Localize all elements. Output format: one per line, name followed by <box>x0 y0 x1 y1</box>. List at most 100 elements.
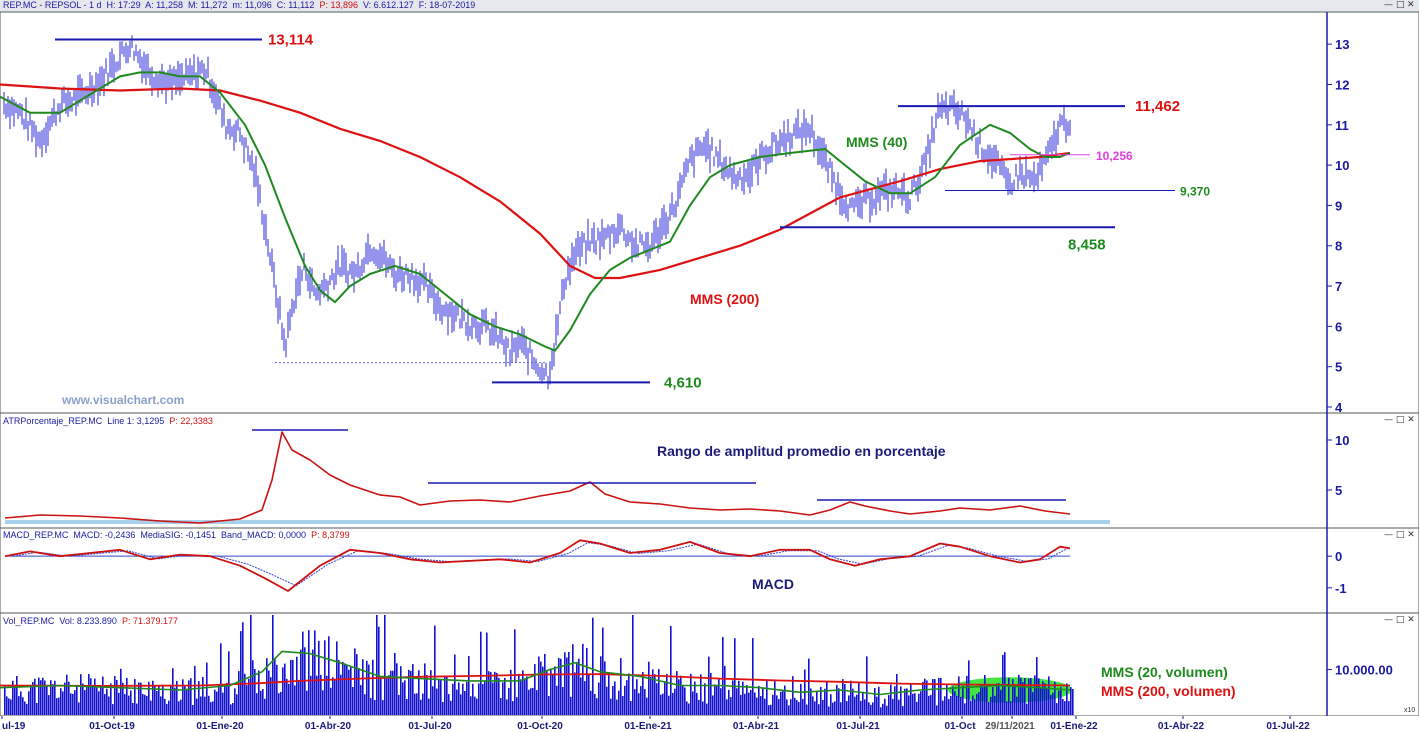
level-label: 10,256 <box>1096 149 1133 163</box>
macd-chart[interactable]: 0 -1 MACD <box>0 528 1419 613</box>
volume-bar <box>1012 679 1014 715</box>
volume-bar <box>552 674 554 715</box>
volume-bar <box>712 695 714 715</box>
volume-bar <box>990 696 992 715</box>
volume-bar <box>90 678 92 715</box>
volume-bar <box>136 703 138 715</box>
volume-bar <box>944 696 946 715</box>
close-button[interactable]: ✕ <box>1407 0 1415 10</box>
volume-bar <box>560 658 562 715</box>
volume-bar <box>346 665 348 715</box>
volume-bar <box>858 682 860 715</box>
volume-bar <box>48 695 50 715</box>
volume-bar <box>646 697 648 715</box>
volume-bar <box>102 676 104 715</box>
volume-bar <box>154 685 156 715</box>
volume-bar <box>238 671 240 715</box>
volume-bar <box>366 660 368 715</box>
volume-bar <box>244 673 246 715</box>
volume-bar <box>80 674 82 715</box>
volume-bar <box>276 664 278 715</box>
volume-bar <box>40 680 42 715</box>
volume-bar <box>684 687 686 715</box>
volume-bar <box>116 680 118 715</box>
volume-bar <box>326 675 328 715</box>
volume-bar <box>172 668 174 715</box>
volume-bar <box>564 652 566 715</box>
volume-bar <box>192 705 194 715</box>
sma40-line <box>0 71 1071 352</box>
volume-bar <box>412 664 414 715</box>
volume-bar <box>886 705 888 715</box>
volume-bar <box>98 691 100 715</box>
minimize-button[interactable]: — <box>1384 0 1393 10</box>
atr-window-buttons[interactable]: — □ ✕ <box>1384 415 1415 425</box>
volume-bar <box>596 698 598 715</box>
volume-bar <box>694 681 696 715</box>
volume-bar <box>508 688 510 715</box>
volume-bar <box>390 670 392 715</box>
volume-bar <box>254 669 256 715</box>
volume-bar <box>498 678 500 715</box>
volume-bar <box>618 690 620 715</box>
volume-bar <box>450 700 452 715</box>
volume-bar <box>464 691 466 715</box>
volume-bar <box>726 699 728 715</box>
volume-bar <box>500 698 502 715</box>
macd-y-tick-label: 0 <box>1335 549 1342 564</box>
level-label: 9,370 <box>1180 185 1210 199</box>
volume-bar <box>84 690 86 715</box>
macd-label: MACD <box>752 576 794 592</box>
macd-window-buttons[interactable]: — □ ✕ <box>1384 530 1415 540</box>
x-tick-label: 01-Oct-20 <box>517 721 563 732</box>
x-tick-label: 01-Ene-22 <box>1050 721 1098 732</box>
volume-bar <box>746 685 748 715</box>
volume-bar <box>592 617 594 715</box>
panel-frame <box>0 413 1419 528</box>
volume-bar <box>18 696 20 715</box>
volume-bar <box>126 677 128 715</box>
volume-bar <box>394 653 396 715</box>
volume-bar <box>980 684 982 715</box>
volume-bar <box>866 656 868 715</box>
volume-bar <box>306 690 308 715</box>
level-label: 11,462 <box>1135 98 1180 115</box>
volume-bar <box>100 687 102 715</box>
volume-bar <box>76 686 78 715</box>
volume-bar <box>248 678 250 715</box>
price-chart[interactable]: 13 12 11 10 9 8 7 6 5 4 13,114 11,462 10,256 9,370 8,4… <box>0 12 1419 413</box>
volume-bar <box>1010 701 1012 715</box>
volume-bar <box>210 702 212 715</box>
volume-bar <box>408 669 410 715</box>
volume-bar <box>1048 676 1050 715</box>
volume-bar <box>856 694 858 715</box>
volume-bar <box>34 678 36 715</box>
price-y-tick-label: 6 <box>1335 319 1342 334</box>
volume-bar <box>824 688 826 715</box>
volume-bar <box>78 702 80 715</box>
volume-bar <box>24 701 26 715</box>
volume-bar <box>794 697 796 715</box>
volume-chart[interactable]: 10.000.00 x10 MMS (20, volumen) MMS (200, v… <box>0 613 1419 716</box>
volume-bar <box>250 615 252 715</box>
volume-bar <box>350 667 352 715</box>
vol-sma20-line <box>0 650 1071 696</box>
x-tick-label: ul-19 <box>2 721 26 732</box>
volume-bar <box>214 689 216 715</box>
volume-bar <box>206 662 208 715</box>
volume-bar <box>598 682 600 715</box>
volume-bar <box>894 686 896 715</box>
volume-bar <box>452 683 454 715</box>
volume-bar <box>562 687 564 715</box>
volume-window-buttons[interactable]: — □ ✕ <box>1384 615 1415 625</box>
volume-bar <box>16 676 18 715</box>
atr-label: Rango de amplitud promedio en porcentaje <box>657 443 946 459</box>
volume-bar <box>112 704 114 715</box>
volume-bar <box>996 683 998 715</box>
atr-chart[interactable]: 10 5 Rango de amplitud promedio en porcent… <box>0 413 1419 528</box>
volume-bar <box>348 669 350 715</box>
volume-bar <box>312 649 314 715</box>
x-tick-label: 01-Abr-21 <box>733 721 780 732</box>
volume-bar <box>482 684 484 715</box>
maximize-button[interactable]: □ <box>1396 0 1405 10</box>
